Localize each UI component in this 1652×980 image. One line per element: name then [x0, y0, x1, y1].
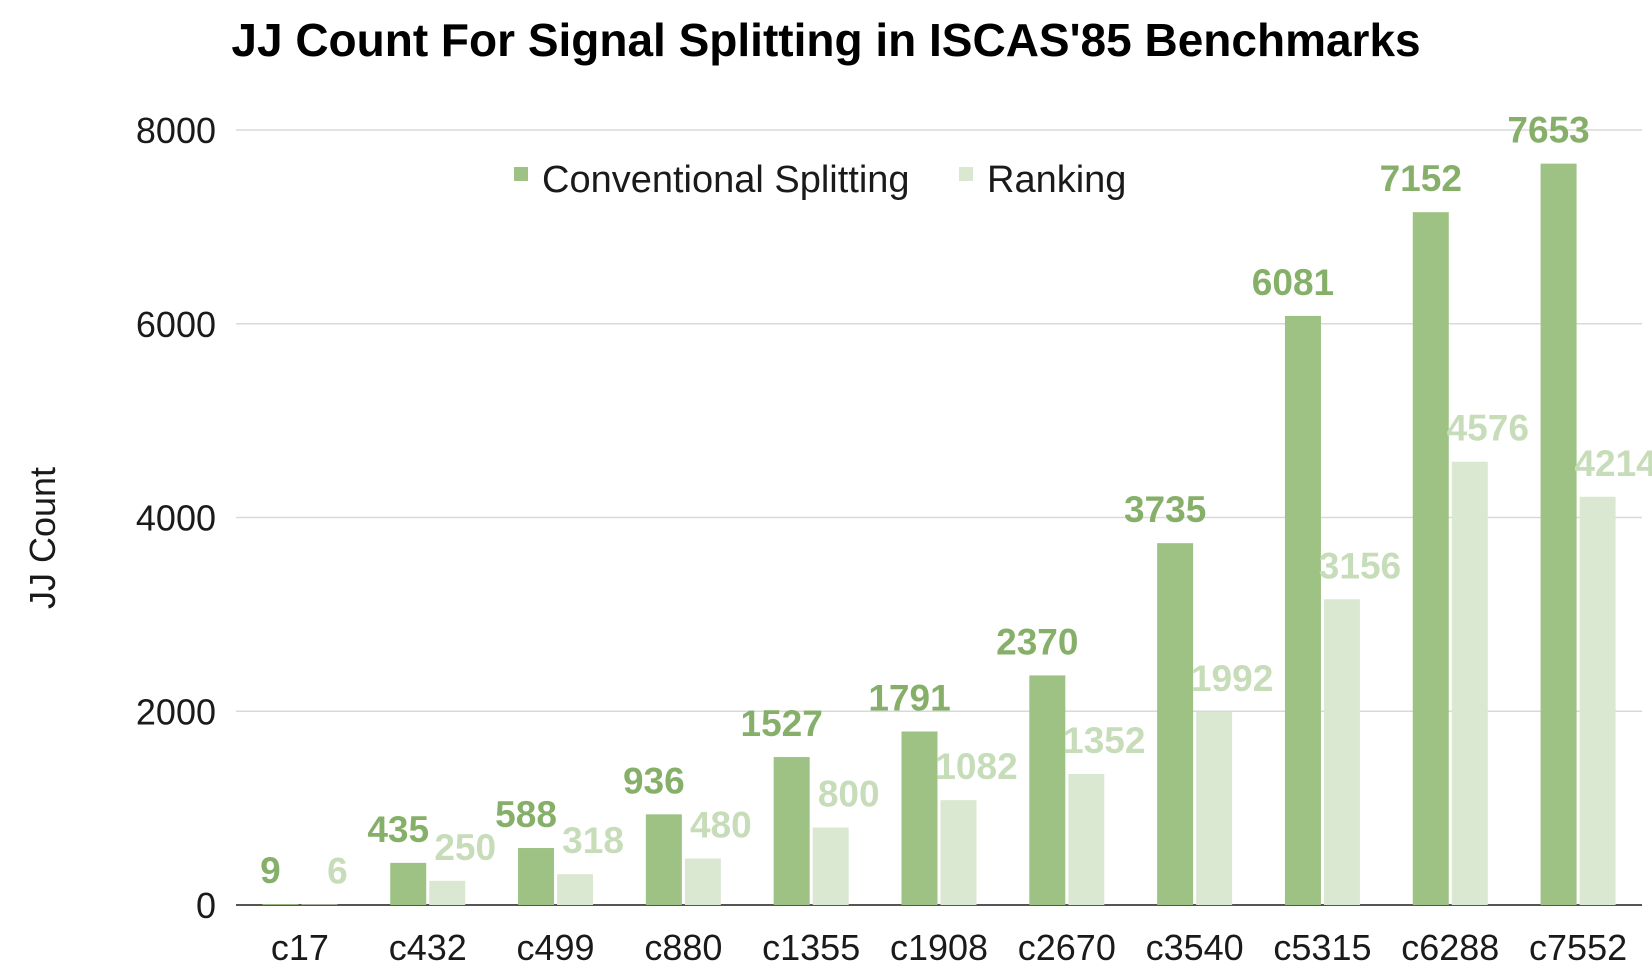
data-label-ranking: 4214	[1574, 443, 1652, 484]
bar-ranking	[1451, 461, 1488, 905]
bars	[262, 163, 1616, 906]
bar-ranking	[684, 858, 721, 905]
legend-label-conventional: Conventional Splitting	[542, 159, 910, 201]
x-tick-label: c2670	[1018, 927, 1116, 968]
x-tick-label: c880	[644, 927, 722, 968]
x-tick-label: c5315	[1273, 927, 1371, 968]
bar-conventional	[518, 848, 555, 905]
y-axis-label: JJ Count	[22, 467, 63, 609]
data-label-ranking: 480	[690, 805, 752, 846]
bar-ranking	[1196, 712, 1233, 905]
x-tick-label: c6288	[1401, 927, 1499, 968]
bar-ranking	[1323, 599, 1360, 905]
bar-ranking	[940, 800, 977, 905]
bar-conventional	[1029, 675, 1066, 905]
data-label-conventional: 6081	[1252, 262, 1334, 303]
x-tick-label: c3540	[1146, 927, 1244, 968]
x-tick-label: c1908	[890, 927, 988, 968]
data-label-ranking: 1992	[1191, 658, 1273, 699]
bar-conventional	[901, 731, 938, 905]
bar-conventional	[390, 862, 427, 905]
data-label-conventional: 1791	[868, 677, 950, 718]
data-label-ranking: 250	[434, 827, 496, 868]
bar-ranking	[812, 827, 849, 905]
data-label-conventional: 7653	[1507, 110, 1589, 151]
bar-conventional	[1412, 212, 1449, 905]
data-label-conventional: 2370	[996, 621, 1078, 662]
data-label-conventional: 7152	[1380, 158, 1462, 199]
bar-conventional	[645, 814, 682, 905]
bar-ranking	[557, 874, 594, 905]
data-label-ranking: 318	[562, 820, 624, 861]
data-label-conventional: 9	[260, 850, 281, 891]
x-tick-label: c17	[271, 927, 329, 968]
x-tick-label: c7552	[1529, 927, 1627, 968]
bar-conventional	[773, 757, 810, 905]
y-tick-label: 8000	[136, 110, 216, 151]
y-tick-label: 4000	[136, 498, 216, 539]
bar-ranking	[301, 904, 338, 905]
data-label-ranking: 1352	[1063, 720, 1145, 761]
legend-label-ranking: Ranking	[987, 159, 1126, 201]
data-label-conventional: 435	[367, 809, 429, 850]
gridlines	[236, 129, 1642, 906]
data-label-conventional: 936	[623, 760, 685, 801]
bar-conventional	[262, 904, 299, 905]
data-label-ranking: 1082	[935, 746, 1017, 787]
y-tick-label: 0	[196, 885, 216, 926]
data-label-conventional: 1527	[741, 703, 823, 744]
bar-conventional	[1540, 163, 1577, 906]
bar-conventional	[1284, 315, 1321, 905]
legend-swatch-ranking	[959, 167, 973, 181]
bar-ranking	[1579, 496, 1616, 905]
data-label-conventional: 588	[495, 794, 557, 835]
x-tick-label: c1355	[762, 927, 860, 968]
y-axis-ticks: 0 2000 4000 6000 8000	[136, 110, 216, 926]
x-tick-label: c432	[389, 927, 467, 968]
x-axis-ticks: c17 c432 c499 c880 c1355 c1908 c2670 c3540 c5315…	[271, 927, 1627, 968]
legend-swatch-conventional	[514, 167, 528, 181]
data-label-ranking: 6	[327, 850, 348, 891]
bar-conventional	[1157, 543, 1194, 905]
x-tick-label: c499	[517, 927, 595, 968]
data-label-ranking: 3156	[1319, 545, 1401, 586]
bar-ranking	[429, 880, 466, 905]
chart-title: JJ Count For Signal Splitting in ISCAS'8…	[231, 14, 1420, 66]
data-label-conventional: 3735	[1124, 489, 1206, 530]
data-label-ranking: 800	[818, 774, 880, 815]
bar-ranking	[1068, 774, 1105, 905]
data-label-ranking: 4576	[1447, 408, 1529, 449]
legend: Conventional Splitting Ranking	[514, 159, 1126, 201]
y-tick-label: 6000	[136, 304, 216, 345]
y-tick-label: 2000	[136, 691, 216, 732]
